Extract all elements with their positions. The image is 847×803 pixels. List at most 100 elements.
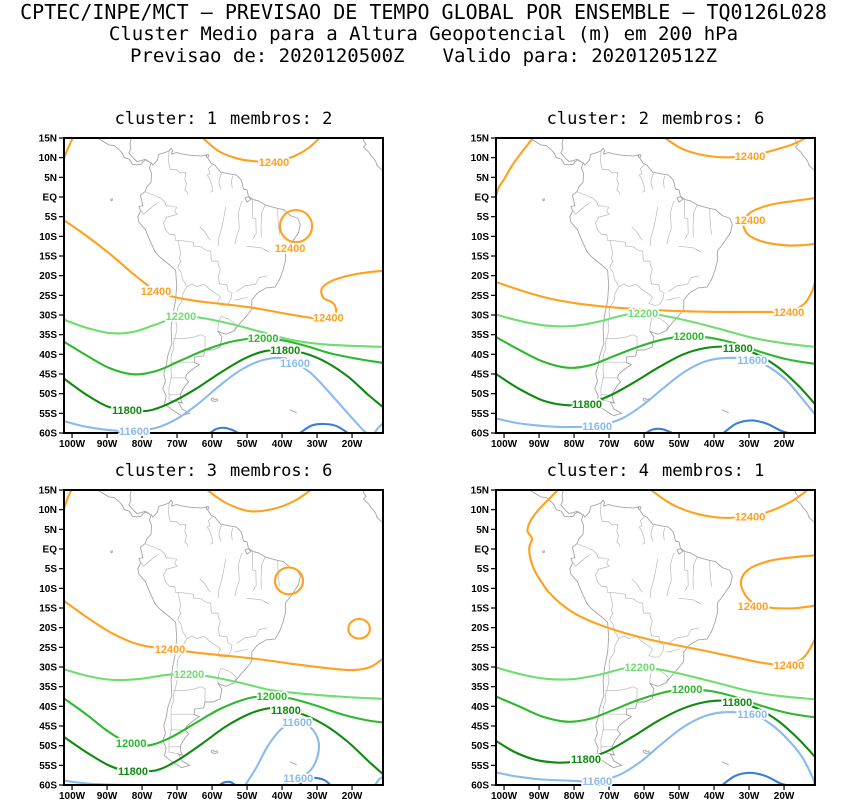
main-title: CPTEC/INPE/MCT – PREVISAO DE TEMPO GLOBA…: [20, 0, 827, 24]
coastline: [530, 138, 584, 166]
contour-12400: [206, 490, 312, 513]
country-border: [260, 204, 266, 238]
country-border: [662, 175, 666, 189]
country-border: [277, 560, 280, 587]
country-border: [618, 283, 637, 288]
country-border: [167, 150, 189, 195]
lat-tick-label: EQ: [475, 192, 490, 203]
coastline: [110, 549, 114, 554]
lat-tick-label: 40S: [471, 350, 489, 361]
lat-tick-label: 45S: [471, 721, 489, 732]
plot-frame: [63, 137, 384, 434]
header: CPTEC/INPE/MCT – PREVISAO DE TEMPO GLOBA…: [0, 1, 847, 67]
lat-tick-label: 35S: [471, 682, 489, 693]
country-border: [217, 315, 237, 331]
lat-tick-label: 5N: [44, 173, 57, 184]
issued-time: Previsao de: 2020120500Z: [129, 45, 405, 67]
lat-tick-label: 55S: [39, 761, 57, 772]
contour-label-12000: 12000: [257, 691, 288, 703]
country-border: [230, 527, 234, 541]
lat-tick-label: 20S: [39, 623, 57, 634]
country-border: [609, 240, 620, 287]
lat-tick-label: 10S: [39, 584, 57, 595]
lon-tick-label: 40W: [272, 791, 293, 802]
contour-closed-12400: [278, 208, 314, 244]
country-border: [650, 525, 654, 542]
lon-tick-label: 60W: [202, 791, 223, 802]
lat-tick-label: 25S: [39, 291, 57, 302]
lon-tick-label: 50W: [237, 439, 258, 450]
lat-tick-label: 55S: [39, 409, 57, 420]
contour-label-12200: 12200: [166, 311, 197, 323]
axis-ticks: 15N 10N 5N EQ 5S 10S 15S 20S 25S 30S 35S 40S 45S 50S 5…: [471, 486, 795, 803]
contour-label-12000: 12000: [674, 331, 705, 343]
lat-tick-label: 25S: [471, 643, 489, 654]
country-border: [178, 239, 221, 277]
panel-title-membros: membros: 2: [230, 109, 332, 129]
country-border: [599, 502, 621, 547]
lat-tick-label: 55S: [471, 761, 489, 772]
country-border: [199, 578, 211, 593]
lon-tick-label: 20W: [342, 439, 363, 450]
country-border: [167, 502, 189, 547]
country-border: [206, 164, 214, 193]
lat-tick-label: 5S: [477, 212, 490, 223]
contour-11400: [297, 776, 332, 785]
contour-label-11800: 11800: [723, 343, 753, 355]
contour-label-12400: 12400: [735, 215, 766, 227]
country-border: [140, 554, 158, 567]
lat-tick-label: 5S: [45, 212, 58, 223]
lat-tick-label: 35S: [39, 330, 57, 341]
lat-tick-label: 15S: [471, 251, 489, 262]
cluster-map-svg: cluster: 4 membros: 1 15N 10N 5N EQ 5S 10S 15S 20…: [471, 461, 816, 803]
contour-12200: [496, 665, 815, 701]
lat-tick-label: 50S: [471, 389, 489, 400]
lon-tick-label: 80W: [564, 439, 585, 450]
country-border: [173, 334, 206, 350]
country-border: [140, 202, 158, 215]
lon-tick-label: 90W: [529, 791, 550, 802]
contour-11400: [722, 419, 790, 433]
axis-ticks: 15N 10N 5N EQ 5S 10S 15S 20S 25S 30S 35S 40S 45S 50S 5…: [471, 134, 795, 451]
cluster-map-svg: cluster: 1 membros: 2 15N 10N 5N EQ 5S 10S 15S 20…: [39, 109, 384, 451]
coastline: [637, 505, 642, 510]
coastline: [676, 196, 684, 203]
contour-12000: [496, 334, 815, 369]
lat-tick-label: 10N: [39, 505, 57, 516]
contour-lines: [496, 490, 815, 785]
contour-label-12400: 12400: [155, 644, 186, 656]
coastline: [794, 490, 815, 523]
lon-tick-label: 20W: [774, 791, 795, 802]
axis-ticks: 15N 10N 5N EQ 5S 10S 15S 20S 25S 30S 35S 40S 45S 50S 5…: [39, 134, 363, 451]
country-border: [650, 173, 654, 190]
contour-12200: [64, 668, 383, 700]
contour-lines: [64, 490, 383, 785]
contour-12400: [64, 138, 74, 160]
panel-title-membros: membros: 6: [662, 109, 764, 129]
lon-tick-label: 60W: [202, 439, 223, 450]
coastline: [362, 138, 383, 171]
country-border: [595, 213, 611, 241]
contour-closed-12400: [347, 617, 371, 640]
lat-tick-label: 40S: [39, 350, 57, 361]
contour-label-12400: 12400: [774, 307, 805, 319]
contour-12000: [64, 694, 383, 747]
country-border: [635, 276, 665, 306]
coastline: [362, 490, 383, 523]
contour-label-12400: 12400: [313, 312, 344, 324]
contour-11600: [496, 356, 815, 429]
country-border: [692, 556, 698, 590]
coastline: [244, 548, 252, 555]
country-border: [618, 635, 637, 640]
contour-label-11600: 11600: [737, 355, 767, 367]
country-border: [609, 592, 620, 639]
contour-11600: [64, 356, 368, 433]
coastline: [128, 490, 150, 515]
lat-tick-label: 5N: [44, 525, 57, 536]
country-border: [599, 150, 621, 195]
lat-tick-label: 10N: [471, 505, 489, 516]
contour-label-11800: 11800: [112, 405, 142, 417]
coastline: [721, 409, 730, 414]
contour-label-12200: 12200: [174, 669, 205, 681]
contour-11800: [496, 345, 815, 407]
